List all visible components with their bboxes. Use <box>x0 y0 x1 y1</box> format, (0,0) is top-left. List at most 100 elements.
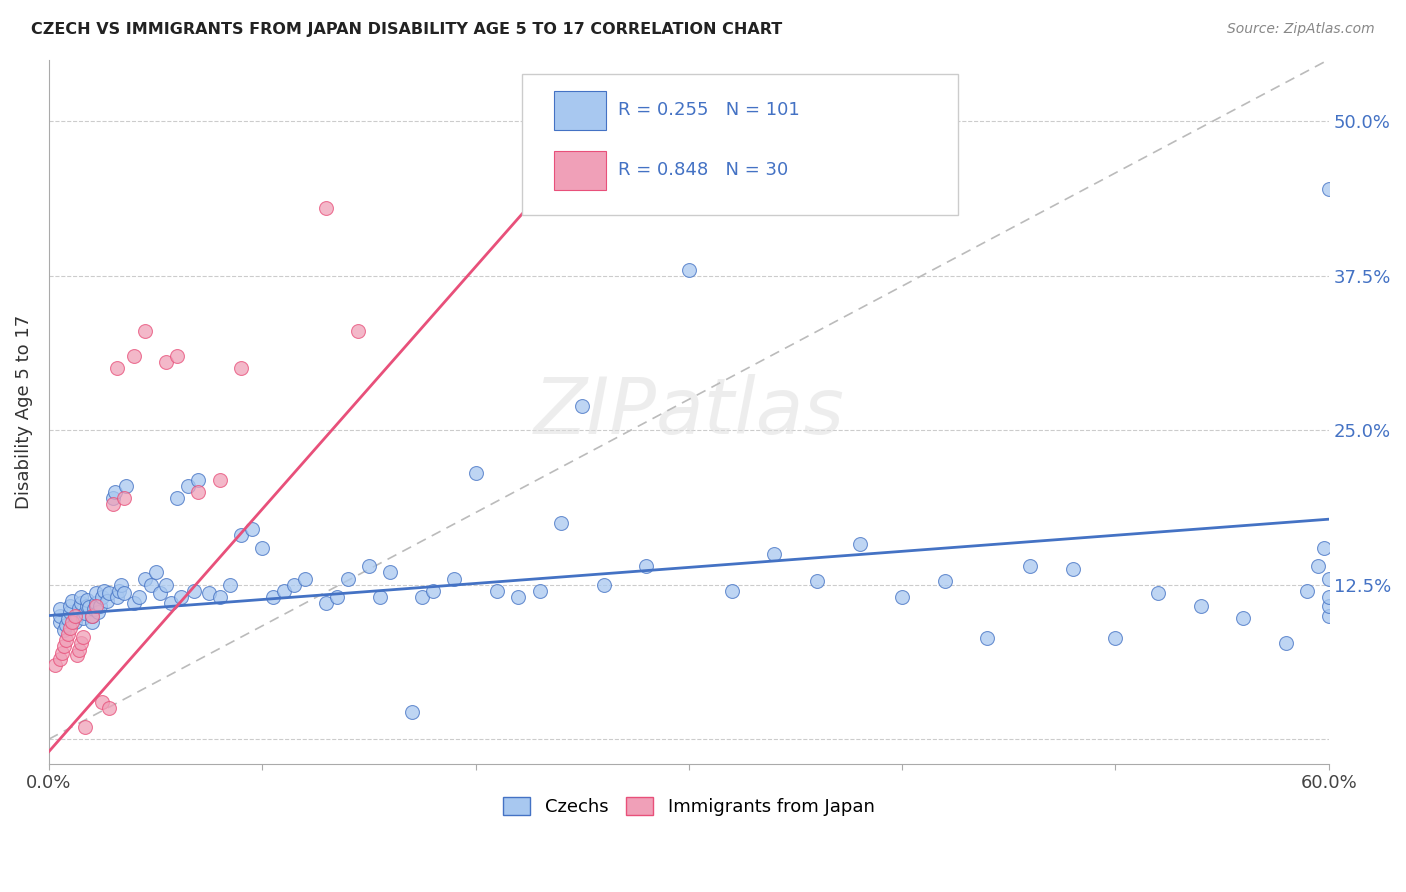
Point <box>76 599 98 613</box>
Point <box>112 586 135 600</box>
Point <box>1317 182 1340 196</box>
Point <box>678 262 700 277</box>
Point <box>96 593 118 607</box>
Point <box>1317 608 1340 623</box>
Point <box>155 577 177 591</box>
Point <box>240 522 263 536</box>
Point <box>1232 611 1254 625</box>
Point <box>636 559 658 574</box>
Point <box>1317 590 1340 604</box>
Point <box>1313 541 1336 555</box>
Point <box>79 599 101 614</box>
Point <box>62 615 84 629</box>
Point <box>80 615 103 629</box>
Point <box>56 627 79 641</box>
Point <box>51 646 73 660</box>
FancyBboxPatch shape <box>523 74 957 215</box>
Point <box>273 583 295 598</box>
Point <box>104 485 127 500</box>
Point <box>89 599 111 613</box>
Point <box>63 615 86 629</box>
Point <box>59 599 82 613</box>
Legend: Czechs, Immigrants from Japan: Czechs, Immigrants from Japan <box>494 788 884 825</box>
Point <box>105 590 128 604</box>
Text: Source: ZipAtlas.com: Source: ZipAtlas.com <box>1227 22 1375 37</box>
Point <box>183 583 205 598</box>
Point <box>187 485 209 500</box>
Point <box>380 566 402 580</box>
Point <box>411 590 433 604</box>
Point <box>976 631 998 645</box>
Point <box>145 566 167 580</box>
Point <box>114 479 136 493</box>
Point <box>83 602 105 616</box>
Point <box>1019 559 1042 574</box>
Point <box>571 399 593 413</box>
Point <box>91 590 114 604</box>
Y-axis label: Disability Age 5 to 17: Disability Age 5 to 17 <box>15 315 32 508</box>
Point <box>48 615 70 629</box>
Point <box>326 590 349 604</box>
Point <box>1147 586 1170 600</box>
Point <box>1306 559 1329 574</box>
Point <box>252 541 274 555</box>
Point <box>52 640 75 654</box>
Point <box>66 608 89 623</box>
Point <box>141 577 163 591</box>
Point <box>592 577 614 591</box>
Point <box>262 590 284 604</box>
Point <box>75 720 97 734</box>
Point <box>357 559 380 574</box>
Point <box>84 586 107 600</box>
Bar <box>554 91 606 130</box>
Point <box>283 577 305 591</box>
Point <box>529 583 551 598</box>
Point <box>67 601 90 615</box>
Point <box>72 611 94 625</box>
Point <box>66 648 89 662</box>
Point <box>134 325 156 339</box>
Point <box>70 596 93 610</box>
Point <box>62 593 84 607</box>
Point <box>763 547 786 561</box>
Point <box>508 590 530 604</box>
Point <box>112 491 135 506</box>
Point <box>1296 583 1319 598</box>
Point <box>63 608 86 623</box>
Point <box>166 491 188 506</box>
Point <box>128 590 150 604</box>
Point <box>1062 561 1084 575</box>
Point <box>110 577 132 591</box>
Point <box>70 636 93 650</box>
Point <box>422 583 444 598</box>
Point <box>72 630 94 644</box>
Point <box>52 624 75 638</box>
Point <box>176 479 198 493</box>
Point <box>208 590 231 604</box>
Point <box>101 497 124 511</box>
Point <box>550 516 572 530</box>
Point <box>187 473 209 487</box>
Point <box>315 596 337 610</box>
Bar <box>554 151 606 190</box>
Point <box>105 361 128 376</box>
Point <box>159 596 181 610</box>
Point <box>44 657 66 672</box>
Point <box>56 612 79 626</box>
Text: R = 0.848   N = 30: R = 0.848 N = 30 <box>619 161 789 179</box>
Point <box>134 572 156 586</box>
Point <box>401 705 423 719</box>
Point <box>155 355 177 369</box>
Point <box>198 586 221 600</box>
Point <box>84 596 107 610</box>
Point <box>48 608 70 623</box>
Point <box>315 201 337 215</box>
Point <box>108 583 131 598</box>
Point <box>934 574 956 588</box>
Point <box>76 592 98 607</box>
Text: CZECH VS IMMIGRANTS FROM JAPAN DISABILITY AGE 5 TO 17 CORRELATION CHART: CZECH VS IMMIGRANTS FROM JAPAN DISABILIT… <box>31 22 782 37</box>
Text: ZIPatlas: ZIPatlas <box>533 374 845 450</box>
Point <box>97 701 120 715</box>
Point <box>84 599 107 613</box>
Point <box>124 596 146 610</box>
